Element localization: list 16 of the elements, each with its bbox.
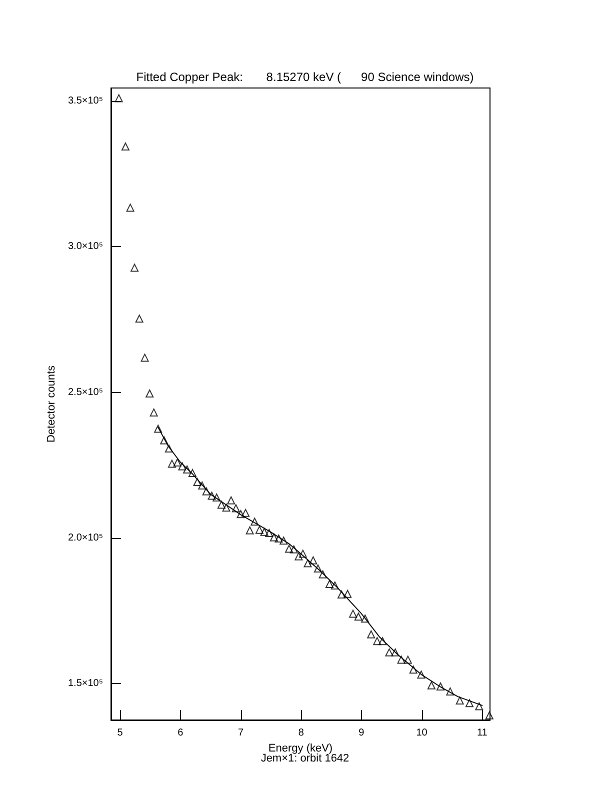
x-tick-label: 10	[416, 728, 428, 738]
y-tick-label: 2.0×10⁵	[68, 532, 103, 544]
x-tick-label: 7	[238, 728, 244, 738]
y-axis-title: Detector counts	[46, 364, 58, 443]
y-tick-label: 3.5×10⁵	[68, 96, 103, 107]
x-tick-label: 6	[178, 728, 184, 738]
text: Jem×1: orbit 1642	[260, 752, 350, 764]
x-tick-label: 8	[298, 728, 304, 738]
x-tick-label: 9	[358, 728, 365, 738]
x-axis-title: Energy (keV)	[268, 742, 333, 754]
y-tick-label: 1.5×10⁵	[68, 678, 103, 690]
y-tick-label: 3.0×10⁵	[68, 241, 103, 252]
chart-title: Fitted Copper Peak: 8.15270 keV ( 90 Science windows)	[136, 70, 474, 84]
x-tick-label: 5	[117, 728, 124, 738]
y-tick-label: 2.5×10⁵	[68, 386, 103, 398]
x-tick-label: 11	[476, 728, 488, 738]
